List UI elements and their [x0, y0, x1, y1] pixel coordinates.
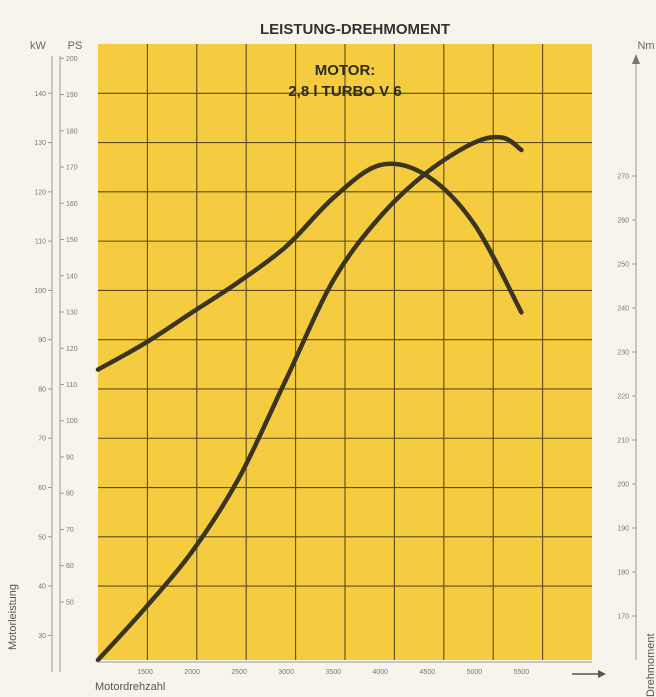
ps-tick-label: 90 — [66, 454, 74, 461]
nm-tick-label: 230 — [617, 350, 629, 357]
kw-tick-label: 60 — [38, 485, 46, 492]
kw-tick-label: 120 — [34, 189, 46, 196]
kw-tick-label: 130 — [34, 140, 46, 147]
x-axis: 1500 2000 2500 3000 3500 4000 4500 5000 5500 — [98, 661, 606, 678]
x-tick-label: 4000 — [372, 669, 388, 676]
motor-annotation-line2: 2,8 l TURBO V 6 — [288, 83, 401, 100]
curves — [95, 134, 524, 663]
x-tick-label: 1500 — [137, 669, 153, 676]
ps-tick-label: 80 — [66, 491, 74, 498]
ps-tick-label: 130 — [66, 310, 78, 317]
y-axis-title-left: Motorleistung — [7, 584, 19, 650]
power-curve — [95, 134, 524, 663]
nm-tick-label: 240 — [617, 306, 629, 313]
ps-tick-label: 200 — [66, 56, 78, 63]
kw-tick-label: 40 — [38, 584, 46, 591]
ps-tick-label: 150 — [66, 237, 78, 244]
nm-tick-label: 170 — [617, 614, 629, 621]
x-axis-title: Motordrehzahl — [95, 681, 165, 693]
torque-curve — [95, 161, 524, 372]
kw-tick-label: 110 — [35, 239, 46, 246]
nm-axis-arrow-icon — [632, 54, 640, 64]
ps-tick-label: 70 — [66, 527, 74, 534]
x-tick-label: 3500 — [325, 669, 341, 676]
right-axis: 170 180 190 200 210 220 230 240 250 260 270 — [617, 54, 640, 660]
nm-tick-label: 220 — [617, 394, 629, 401]
y-axis-title-right: Drehmoment — [645, 633, 656, 697]
ps-tick-label: 100 — [66, 418, 78, 425]
kw-tick-label: 90 — [38, 337, 46, 344]
x-tick-label: 5500 — [514, 669, 530, 676]
kw-tick-label: 70 — [38, 436, 46, 443]
kw-tick-label: 50 — [38, 534, 46, 541]
kw-unit-label: kW — [30, 40, 47, 52]
x-tick-label: 4500 — [420, 669, 436, 676]
kw-tick-label: 100 — [34, 288, 46, 295]
motor-annotation-line1: MOTOR: — [315, 62, 376, 79]
chart-title: LEISTUNG-DREHMOMENT — [260, 21, 450, 38]
ps-tick-label: 180 — [66, 128, 78, 135]
nm-unit-label: Nm — [637, 40, 654, 52]
x-tick-label: 2500 — [231, 669, 247, 676]
nm-tick-label: 250 — [617, 262, 629, 269]
ps-tick-label: 190 — [66, 92, 78, 99]
left-axes: 30 40 50 60 70 80 90 100 110 120 130 140 50 60 70 80 90 1… — [34, 56, 78, 672]
kw-tick-label: 140 — [34, 91, 46, 98]
plot-area — [98, 44, 592, 660]
nm-tick-label: 260 — [617, 218, 629, 225]
x-axis-arrow-icon — [598, 670, 606, 678]
x-tick-label: 2000 — [184, 669, 200, 676]
nm-tick-label: 210 — [617, 438, 629, 445]
ps-tick-label: 170 — [66, 165, 78, 172]
x-tick-label: 5000 — [467, 669, 483, 676]
nm-tick-label: 190 — [617, 526, 629, 533]
ps-tick-label: 50 — [66, 599, 74, 606]
kw-tick-label: 30 — [38, 633, 46, 640]
nm-tick-label: 200 — [617, 482, 629, 489]
ps-tick-label: 140 — [66, 273, 78, 280]
ps-tick-label: 120 — [66, 346, 78, 353]
x-tick-label: 3000 — [278, 669, 294, 676]
ps-tick-label: 160 — [66, 201, 78, 208]
ps-tick-label: 110 — [66, 382, 77, 389]
nm-tick-label: 270 — [617, 174, 629, 181]
nm-tick-label: 180 — [617, 570, 629, 577]
ps-unit-label: PS — [68, 40, 83, 52]
ps-tick-label: 60 — [66, 563, 74, 570]
kw-tick-label: 80 — [38, 386, 46, 393]
